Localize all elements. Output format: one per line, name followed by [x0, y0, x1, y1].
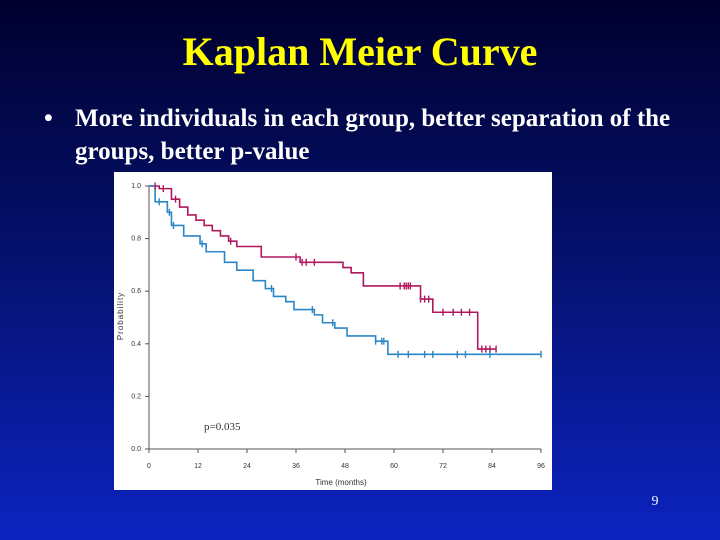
chart-svg: 0 12 24 36 48 60 72 84 96 0.0 0.2 0.4 0.6 0.8 1.0 Prob…	[116, 182, 545, 487]
bullet-icon: •	[44, 105, 53, 132]
x-tick-label: 12	[194, 463, 202, 470]
ticks: 0 12 24 36 48 60 72 84 96 0.0 0.2 0.4 0.6 0.8 1.0	[131, 183, 545, 470]
x-tick-label: 0	[147, 463, 151, 470]
x-tick-label: 60	[390, 463, 398, 470]
series-lines	[149, 185, 541, 356]
slide-number: 9	[651, 494, 659, 509]
x-tick-label: 24	[243, 463, 251, 470]
x-tick-label: 36	[292, 463, 300, 470]
x-tick-label: 96	[537, 463, 545, 470]
y-tick-label: 0.4	[131, 341, 141, 348]
y-axis-label: Probability	[116, 292, 125, 340]
p-value-annotation: p=0.035	[204, 421, 241, 433]
y-tick-label: 0.6	[131, 288, 141, 295]
slide-title: Kaplan Meier Curve	[182, 29, 538, 74]
survival-curve-2	[149, 185, 541, 356]
censor-marks	[154, 182, 542, 358]
y-tick-label: 0.8	[131, 236, 141, 243]
kaplan-meier-chart: 0 12 24 36 48 60 72 84 96 0.0 0.2 0.4 0.6 0.8 1.0 Prob…	[114, 172, 552, 490]
y-tick-label: 0.2	[131, 393, 141, 400]
y-tick-label: 0.0	[131, 446, 141, 453]
x-axis-label: Time (months)	[315, 478, 367, 487]
survival-curve-1	[149, 185, 497, 350]
x-tick-label: 48	[341, 463, 349, 470]
y-tick-label: 1.0	[131, 183, 141, 190]
bullet-point: • More individuals in each group, better…	[44, 102, 704, 168]
x-tick-label: 84	[488, 463, 496, 470]
x-tick-label: 72	[439, 463, 447, 470]
bullet-text: More individuals in each group, better s…	[75, 105, 671, 165]
